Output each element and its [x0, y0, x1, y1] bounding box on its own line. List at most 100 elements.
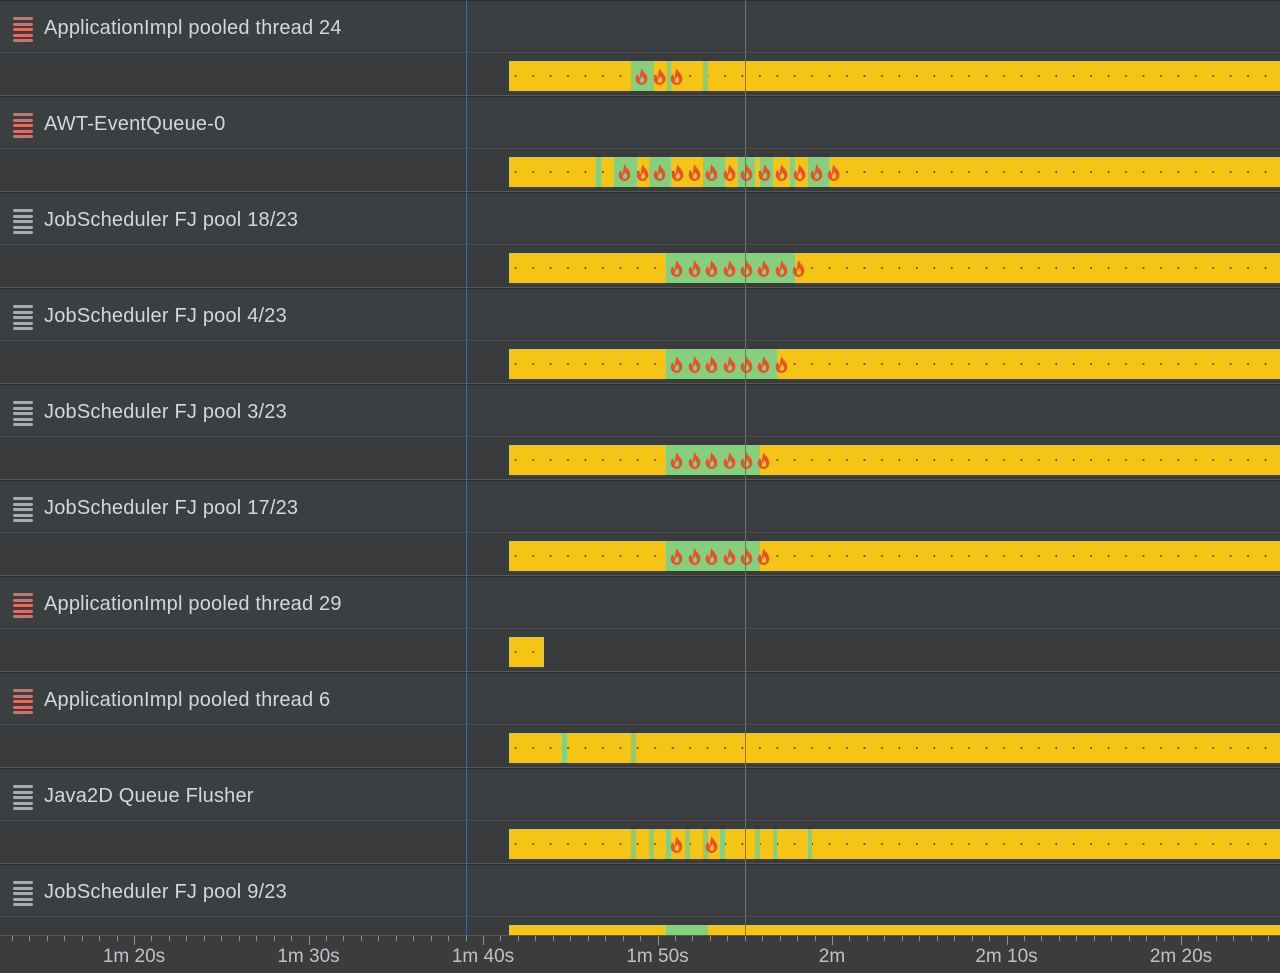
thread-header[interactable]: ApplicationImpl pooled thread 29	[0, 576, 1280, 629]
thread-icon-idle	[12, 881, 34, 907]
running-segment[interactable]	[755, 829, 760, 859]
minor-tick	[727, 936, 728, 941]
minor-tick	[588, 936, 589, 941]
minor-tick	[518, 936, 519, 941]
running-segment[interactable]	[562, 733, 567, 763]
hot-spot-group[interactable]	[633, 61, 685, 91]
running-segment[interactable]	[703, 829, 708, 859]
thread-header[interactable]: ApplicationImpl pooled thread 6	[0, 672, 1280, 725]
running-segment[interactable]	[631, 829, 636, 859]
minor-tick	[797, 936, 798, 941]
thread-row: JobScheduler FJ pool 18/23	[0, 192, 1280, 288]
hot-spot-group[interactable]	[668, 829, 685, 859]
flame-icon	[688, 163, 701, 181]
thread-icon-active	[12, 113, 34, 139]
cpu-activity-bar[interactable]	[509, 157, 1280, 187]
cpu-activity-bar[interactable]	[509, 253, 1280, 283]
minor-tick	[919, 936, 920, 941]
running-segment[interactable]	[649, 829, 654, 859]
axis-tick-label: 1m 30s	[277, 946, 340, 967]
flame-icon	[740, 163, 753, 181]
cpu-activity-bar[interactable]	[509, 541, 1280, 571]
thread-header[interactable]: ApplicationImpl pooled thread 24	[0, 0, 1280, 53]
minor-tick	[745, 936, 746, 941]
cpu-activity-bar[interactable]	[509, 637, 544, 667]
hot-spot-group[interactable]	[703, 829, 720, 859]
time-cursor-line[interactable]	[745, 0, 746, 935]
flame-icon	[653, 163, 666, 181]
minor-tick	[867, 936, 868, 941]
cpu-activity-bar[interactable]	[509, 349, 1280, 379]
thread-timeline[interactable]: ApplicationImpl pooled thread 24 AWT-Even…	[0, 0, 1280, 935]
flame-icon	[670, 835, 683, 853]
flame-icon	[671, 163, 683, 181]
minor-tick	[431, 936, 432, 941]
minor-tick	[710, 936, 711, 941]
running-segment[interactable]	[667, 61, 671, 91]
running-segment[interactable]	[703, 61, 708, 91]
minor-tick	[1094, 936, 1095, 941]
running-segment[interactable]	[631, 733, 636, 763]
running-segment[interactable]	[790, 157, 795, 187]
cpu-activity-bar[interactable]	[509, 733, 1280, 763]
flame-icon	[688, 547, 700, 565]
thread-icon-idle	[12, 305, 34, 331]
thread-track	[0, 245, 1280, 288]
thread-header[interactable]: JobScheduler FJ pool 9/23	[0, 864, 1280, 917]
minor-tick	[186, 936, 187, 941]
running-segment[interactable]	[596, 157, 601, 187]
running-segment[interactable]	[773, 829, 777, 859]
minor-tick	[64, 936, 65, 941]
running-segment[interactable]	[666, 925, 708, 935]
cpu-activity-bar[interactable]	[509, 61, 1280, 91]
cpu-activity-bar[interactable]	[509, 925, 1280, 935]
flame-icon	[723, 163, 736, 181]
hot-spot-group[interactable]	[616, 157, 843, 187]
hot-spot-group[interactable]	[668, 445, 773, 475]
minor-tick	[640, 936, 641, 941]
cpu-activity-bar[interactable]	[509, 829, 1280, 859]
major-tick	[134, 936, 135, 945]
flame-icon	[653, 67, 665, 85]
running-segment[interactable]	[808, 829, 812, 859]
minor-tick	[274, 936, 275, 941]
thread-header[interactable]: JobScheduler FJ pool 4/23	[0, 288, 1280, 341]
thread-track	[0, 53, 1280, 96]
minor-tick	[1164, 936, 1165, 941]
thread-name: Java2D Queue Flusher	[44, 785, 254, 807]
running-segment[interactable]	[666, 349, 777, 379]
thread-name: JobScheduler FJ pool 17/23	[44, 497, 299, 519]
running-segment[interactable]	[720, 829, 725, 859]
flame-icon	[775, 163, 788, 181]
minor-tick	[82, 936, 83, 941]
thread-header[interactable]: JobScheduler FJ pool 3/23	[0, 384, 1280, 437]
running-segment[interactable]	[631, 61, 654, 91]
hot-spot-group[interactable]	[668, 541, 773, 571]
thread-icon-idle	[12, 209, 34, 235]
thread-row: JobScheduler FJ pool 4/23	[0, 288, 1280, 384]
minor-tick	[117, 936, 118, 941]
thread-name: ApplicationImpl pooled thread 24	[44, 17, 342, 39]
running-segment[interactable]	[685, 829, 690, 859]
thread-name: JobScheduler FJ pool 9/23	[44, 881, 287, 903]
time-axis[interactable]: 1m 20s 1m 30s 1m 40s 1m 50s 2m 2m 10s 2m 20s	[0, 935, 1280, 973]
thread-header[interactable]: Java2D Queue Flusher	[0, 768, 1280, 821]
running-segment[interactable]	[614, 157, 637, 187]
minor-tick	[849, 936, 850, 941]
major-tick	[483, 936, 484, 945]
thread-icon-idle	[12, 401, 34, 427]
minor-tick	[12, 936, 13, 941]
minor-tick	[815, 936, 816, 941]
thread-name: AWT-EventQueue-0	[44, 113, 226, 135]
thread-header[interactable]: JobScheduler FJ pool 17/23	[0, 480, 1280, 533]
thread-header[interactable]: AWT-EventQueue-0	[0, 96, 1280, 149]
flame-icon	[688, 355, 700, 373]
running-segment[interactable]	[666, 829, 671, 859]
flame-icon	[828, 163, 840, 181]
thread-icon-active	[12, 593, 34, 619]
cpu-activity-bar[interactable]	[509, 445, 1280, 475]
flame-icon	[758, 547, 770, 565]
hot-spot-group[interactable]	[668, 349, 790, 379]
thread-header[interactable]: JobScheduler FJ pool 18/23	[0, 192, 1280, 245]
hot-spot-group[interactable]	[668, 253, 808, 283]
